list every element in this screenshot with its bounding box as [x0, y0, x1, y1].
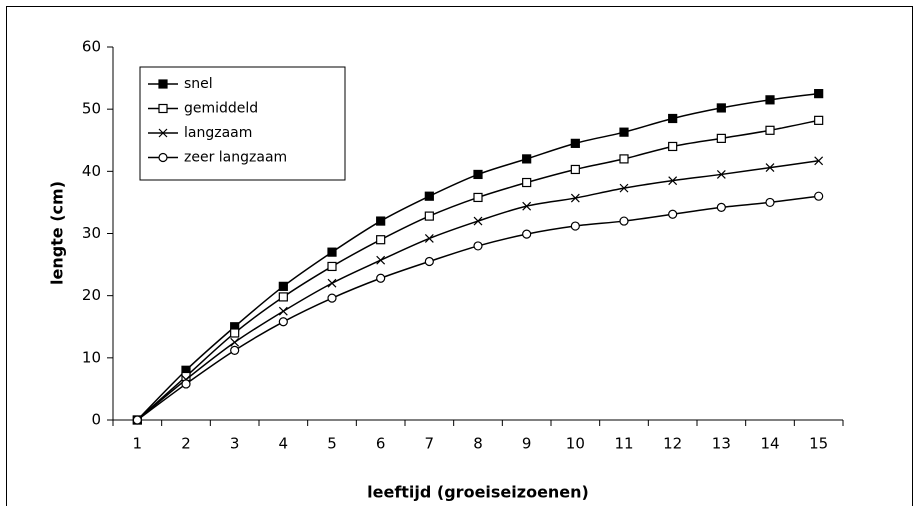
marker — [473, 192, 483, 203]
legend-box — [139, 66, 346, 181]
x-tick-label: 11 — [614, 435, 633, 453]
marker — [424, 191, 434, 201]
marker — [158, 79, 168, 89]
x-tick-label: 14 — [760, 435, 779, 453]
marker — [619, 216, 629, 226]
marker — [181, 379, 191, 389]
marker — [376, 273, 386, 283]
marker — [424, 234, 434, 243]
x-tick-label: 9 — [522, 435, 532, 453]
marker — [230, 328, 240, 338]
marker — [158, 103, 168, 114]
marker — [619, 127, 629, 137]
marker — [814, 156, 824, 166]
marker — [570, 193, 580, 203]
marker — [570, 221, 580, 231]
marker — [765, 95, 775, 105]
x-tick-label: 15 — [809, 435, 828, 453]
marker — [278, 317, 288, 327]
marker — [619, 154, 629, 164]
x-tick-label: 5 — [327, 435, 337, 453]
x-tick-label: 1 — [133, 435, 143, 453]
marker — [814, 115, 824, 125]
x-tick-label: 2 — [181, 435, 191, 453]
x-tick-label: 3 — [230, 435, 240, 453]
y-tick-label: 60 — [82, 38, 101, 56]
y-tick-label: 10 — [82, 348, 101, 366]
y-tick-label: 40 — [82, 162, 101, 180]
y-tick-label: 0 — [91, 411, 101, 429]
marker — [278, 281, 288, 291]
marker — [158, 128, 168, 138]
x-tick-label: 10 — [566, 435, 585, 453]
marker — [376, 235, 386, 245]
legend-label: zeer langzaam — [184, 150, 287, 166]
marker — [668, 113, 678, 124]
x-axis-title: leeftijd (groeiseizoenen) — [367, 483, 589, 502]
marker — [327, 247, 337, 257]
marker — [327, 278, 337, 288]
marker — [327, 261, 337, 272]
marker — [473, 216, 483, 226]
marker — [522, 154, 532, 164]
chart-frame — [6, 6, 913, 506]
marker — [522, 177, 532, 188]
marker — [668, 209, 678, 219]
marker — [765, 197, 775, 208]
marker — [522, 229, 532, 239]
marker — [716, 202, 726, 212]
legend-label: langzaam — [184, 125, 252, 141]
legend-label: snel — [184, 76, 213, 92]
marker — [619, 183, 629, 193]
marker — [716, 133, 726, 143]
marker — [424, 256, 434, 267]
marker — [716, 170, 726, 179]
y-tick-label: 50 — [82, 100, 101, 118]
marker — [376, 255, 386, 265]
marker — [158, 152, 168, 163]
legend-label: gemiddeld — [184, 101, 258, 117]
marker — [570, 138, 580, 148]
x-tick-label: 7 — [425, 435, 435, 453]
legend: snel gemiddeld langzaam zeer langzaam — [139, 66, 346, 181]
x-tick-label: 4 — [279, 435, 289, 453]
x-tick-label: 12 — [663, 435, 682, 453]
y-tick-label: 30 — [82, 224, 101, 242]
marker — [716, 103, 726, 113]
x-tick-label: 6 — [376, 435, 386, 453]
marker — [473, 169, 483, 180]
marker — [668, 176, 678, 186]
marker — [278, 306, 288, 316]
marker — [230, 337, 240, 347]
x-tick-label: 8 — [473, 435, 483, 453]
marker — [765, 163, 775, 173]
marker — [814, 89, 824, 99]
y-tick-label: 20 — [82, 286, 101, 304]
x-tick-label: 13 — [712, 435, 731, 453]
marker — [230, 345, 240, 355]
marker — [814, 191, 824, 201]
marker — [522, 201, 532, 211]
y-axis-title: lengte (cm) — [48, 181, 67, 285]
marker — [327, 293, 337, 303]
marker — [668, 141, 678, 152]
series-line — [136, 195, 819, 421]
marker — [765, 125, 775, 135]
marker — [570, 164, 580, 175]
marker — [278, 292, 288, 302]
marker — [132, 415, 142, 425]
marker — [473, 241, 483, 251]
marker — [424, 211, 434, 221]
marker — [376, 216, 386, 226]
